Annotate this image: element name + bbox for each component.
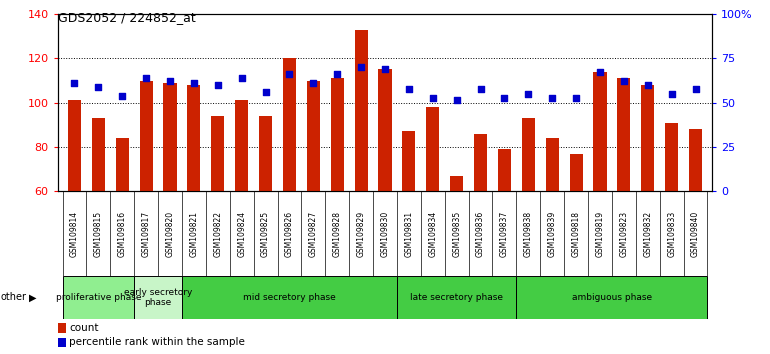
Text: ▶: ▶ — [29, 292, 37, 302]
Bar — [58, 338, 66, 347]
Text: GSM109822: GSM109822 — [213, 211, 223, 257]
Text: GSM109835: GSM109835 — [452, 211, 461, 257]
Bar — [306, 80, 320, 191]
Bar — [522, 118, 535, 191]
Point — [164, 78, 176, 83]
Bar — [427, 107, 440, 191]
Bar — [517, 276, 708, 319]
Bar — [139, 80, 152, 191]
Point — [259, 89, 272, 95]
Bar — [235, 101, 248, 191]
Bar — [378, 69, 392, 191]
Bar — [641, 85, 654, 191]
Bar — [450, 176, 464, 191]
Text: GSM109825: GSM109825 — [261, 211, 270, 257]
Text: GSM109833: GSM109833 — [667, 211, 676, 257]
Bar — [283, 58, 296, 191]
Bar — [689, 129, 702, 191]
Point — [403, 86, 415, 92]
Text: GSM109817: GSM109817 — [142, 211, 151, 257]
Point — [450, 98, 463, 103]
Text: other: other — [1, 292, 27, 302]
Bar — [92, 118, 105, 191]
Text: late secretory phase: late secretory phase — [410, 293, 503, 302]
Bar — [330, 78, 343, 191]
Point — [570, 95, 582, 101]
Bar — [546, 138, 559, 191]
Text: GSM109829: GSM109829 — [357, 211, 366, 257]
Point — [331, 71, 343, 77]
Bar — [474, 133, 487, 191]
Text: GSM109840: GSM109840 — [691, 211, 700, 257]
Text: GSM109836: GSM109836 — [476, 211, 485, 257]
Text: count: count — [69, 323, 99, 333]
Point — [618, 78, 630, 83]
Text: GSM109823: GSM109823 — [619, 211, 628, 257]
Bar — [402, 131, 416, 191]
Bar — [187, 85, 200, 191]
Point — [522, 91, 534, 97]
Point — [283, 71, 296, 77]
Text: GSM109832: GSM109832 — [643, 211, 652, 257]
Bar — [134, 276, 182, 319]
Text: GSM109831: GSM109831 — [404, 211, 413, 257]
Point — [236, 75, 248, 81]
Bar — [58, 324, 66, 333]
Text: GSM109830: GSM109830 — [380, 211, 390, 257]
Point — [379, 67, 391, 72]
Point — [116, 93, 129, 99]
Text: early secretory
phase: early secretory phase — [124, 288, 192, 307]
Bar — [397, 276, 517, 319]
Point — [594, 69, 606, 74]
Text: GSM109814: GSM109814 — [70, 211, 79, 257]
Point — [474, 86, 487, 92]
Text: GDS2052 / 224852_at: GDS2052 / 224852_at — [58, 11, 196, 24]
Text: ambiguous phase: ambiguous phase — [572, 293, 652, 302]
Text: GSM109816: GSM109816 — [118, 211, 127, 257]
Text: GSM109827: GSM109827 — [309, 211, 318, 257]
Point — [69, 80, 81, 86]
Point — [188, 80, 200, 86]
Bar — [498, 149, 511, 191]
Text: GSM109826: GSM109826 — [285, 211, 294, 257]
Text: percentile rank within the sample: percentile rank within the sample — [69, 337, 245, 348]
Bar — [182, 276, 397, 319]
Bar — [618, 78, 631, 191]
Text: proliferative phase: proliferative phase — [55, 293, 141, 302]
Text: mid secretory phase: mid secretory phase — [243, 293, 336, 302]
Text: GSM109824: GSM109824 — [237, 211, 246, 257]
Point — [92, 84, 105, 90]
Point — [307, 80, 320, 86]
Point — [498, 95, 511, 101]
Bar — [68, 101, 81, 191]
Point — [140, 75, 152, 81]
Point — [427, 95, 439, 101]
Point — [665, 91, 678, 97]
Point — [355, 64, 367, 70]
Text: GSM109837: GSM109837 — [500, 211, 509, 257]
Text: GSM109839: GSM109839 — [547, 211, 557, 257]
Text: GSM109820: GSM109820 — [166, 211, 175, 257]
Text: GSM109819: GSM109819 — [595, 211, 604, 257]
Text: GSM109838: GSM109838 — [524, 211, 533, 257]
Text: GSM109821: GSM109821 — [189, 211, 199, 257]
Bar — [211, 116, 224, 191]
Point — [212, 82, 224, 88]
Point — [641, 82, 654, 88]
Bar — [570, 154, 583, 191]
Bar — [259, 116, 272, 191]
Point — [689, 86, 701, 92]
Bar — [665, 122, 678, 191]
Point — [546, 95, 558, 101]
Text: GSM109828: GSM109828 — [333, 211, 342, 257]
Bar — [62, 276, 134, 319]
Text: GSM109834: GSM109834 — [428, 211, 437, 257]
Text: GSM109818: GSM109818 — [571, 211, 581, 257]
Bar — [163, 83, 176, 191]
Bar — [354, 30, 368, 191]
Bar — [116, 138, 129, 191]
Bar — [594, 72, 607, 191]
Text: GSM109815: GSM109815 — [94, 211, 103, 257]
